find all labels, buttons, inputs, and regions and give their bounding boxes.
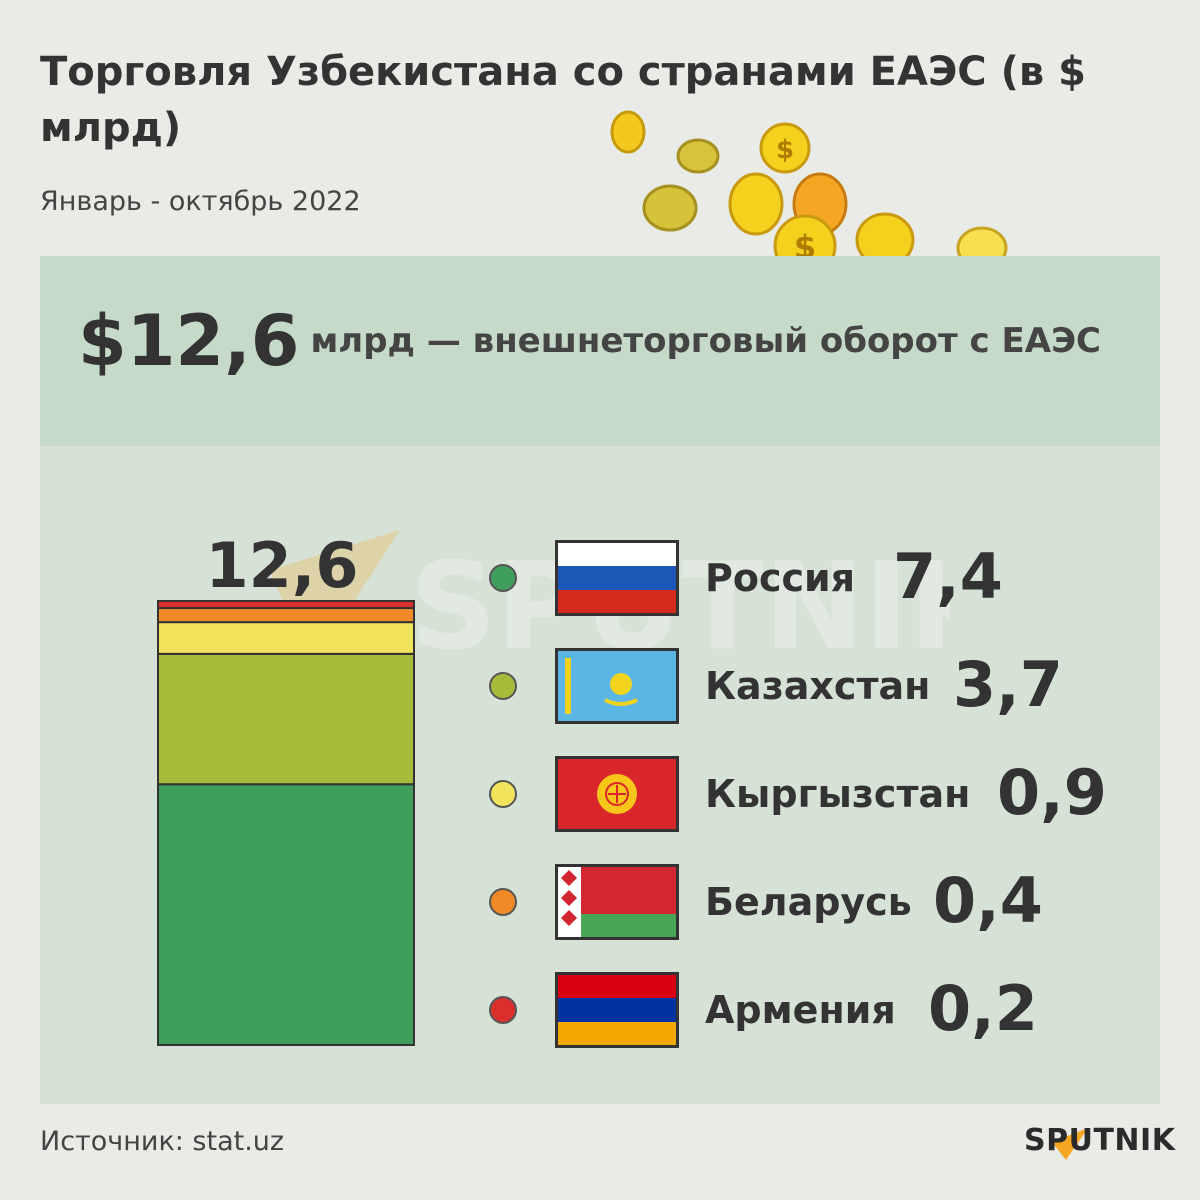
legend-item-kazakhstan: Казахстан 3,7 [485,648,1145,724]
russia-flag-icon [555,540,679,616]
chart-title: Торговля Узбекистана со странами ЕАЭС (в… [40,49,1086,151]
legend-item-russia: Россия 7,4 [485,540,1145,616]
armenia-color-dot [489,996,517,1024]
belarus-flag-icon [555,864,679,940]
kazakhstan-color-dot [489,672,517,700]
legend-label: Казахстан [705,664,931,708]
sputnik-logo-icon [1052,1128,1088,1160]
stacked-bar-chart: 12,6 [157,529,415,1046]
bar-segment-3 [157,621,415,655]
headline: $12,6 млрд — внешнеторговый оборот с ЕАЭ… [78,300,1101,382]
brand-name: SPUTNIK [1024,1123,1176,1158]
armenia-flag-icon [555,972,679,1048]
kyrgyzstan-color-dot [489,780,517,808]
headline-text: млрд — внешнеторговый оборот с ЕАЭС [310,321,1101,361]
legend-item-belarus: Беларусь 0,4 [485,864,1145,940]
total-label: 12,6 [206,529,359,602]
source-note: Источник: stat.uz [40,1126,285,1157]
headline-value: $12,6 [78,300,300,382]
data-label: 0,9 [997,756,1107,829]
legend-item-armenia: Армения 0,2 [485,972,1145,1048]
svg-text:$: $ [776,135,794,165]
data-label: 0,2 [928,972,1038,1045]
coins-illustration-icon: $ $ [610,110,1008,278]
legend-label: Россия [705,556,856,600]
kyrgyzstan-flag-icon [555,756,679,832]
legend-label: Армения [705,988,896,1032]
legend-label: Беларусь [705,880,912,924]
sputnik-watermark-icon: SPUTNIK [270,530,950,670]
bar-segment-1 [157,783,415,1046]
bar-segment-4 [157,607,415,624]
russia-color-dot [489,564,517,592]
legend-item-kyrgyzstan: Кыргызстан 0,9 [485,756,1145,832]
data-label: 0,4 [933,864,1043,937]
bar-segment-2 [157,652,415,786]
chart-subtitle: Январь - октябрь 2022 [40,186,361,217]
data-label: 3,7 [953,648,1063,721]
bar-segment-5 [157,600,415,610]
svg-text:SPUTNIK: SPUTNIK [410,538,950,670]
belarus-color-dot [489,888,517,916]
data-label: 7,4 [893,540,1003,613]
summary-panel [40,256,1160,446]
legend-label: Кыргызстан [705,772,971,816]
kazakhstan-flag-icon [555,648,679,724]
